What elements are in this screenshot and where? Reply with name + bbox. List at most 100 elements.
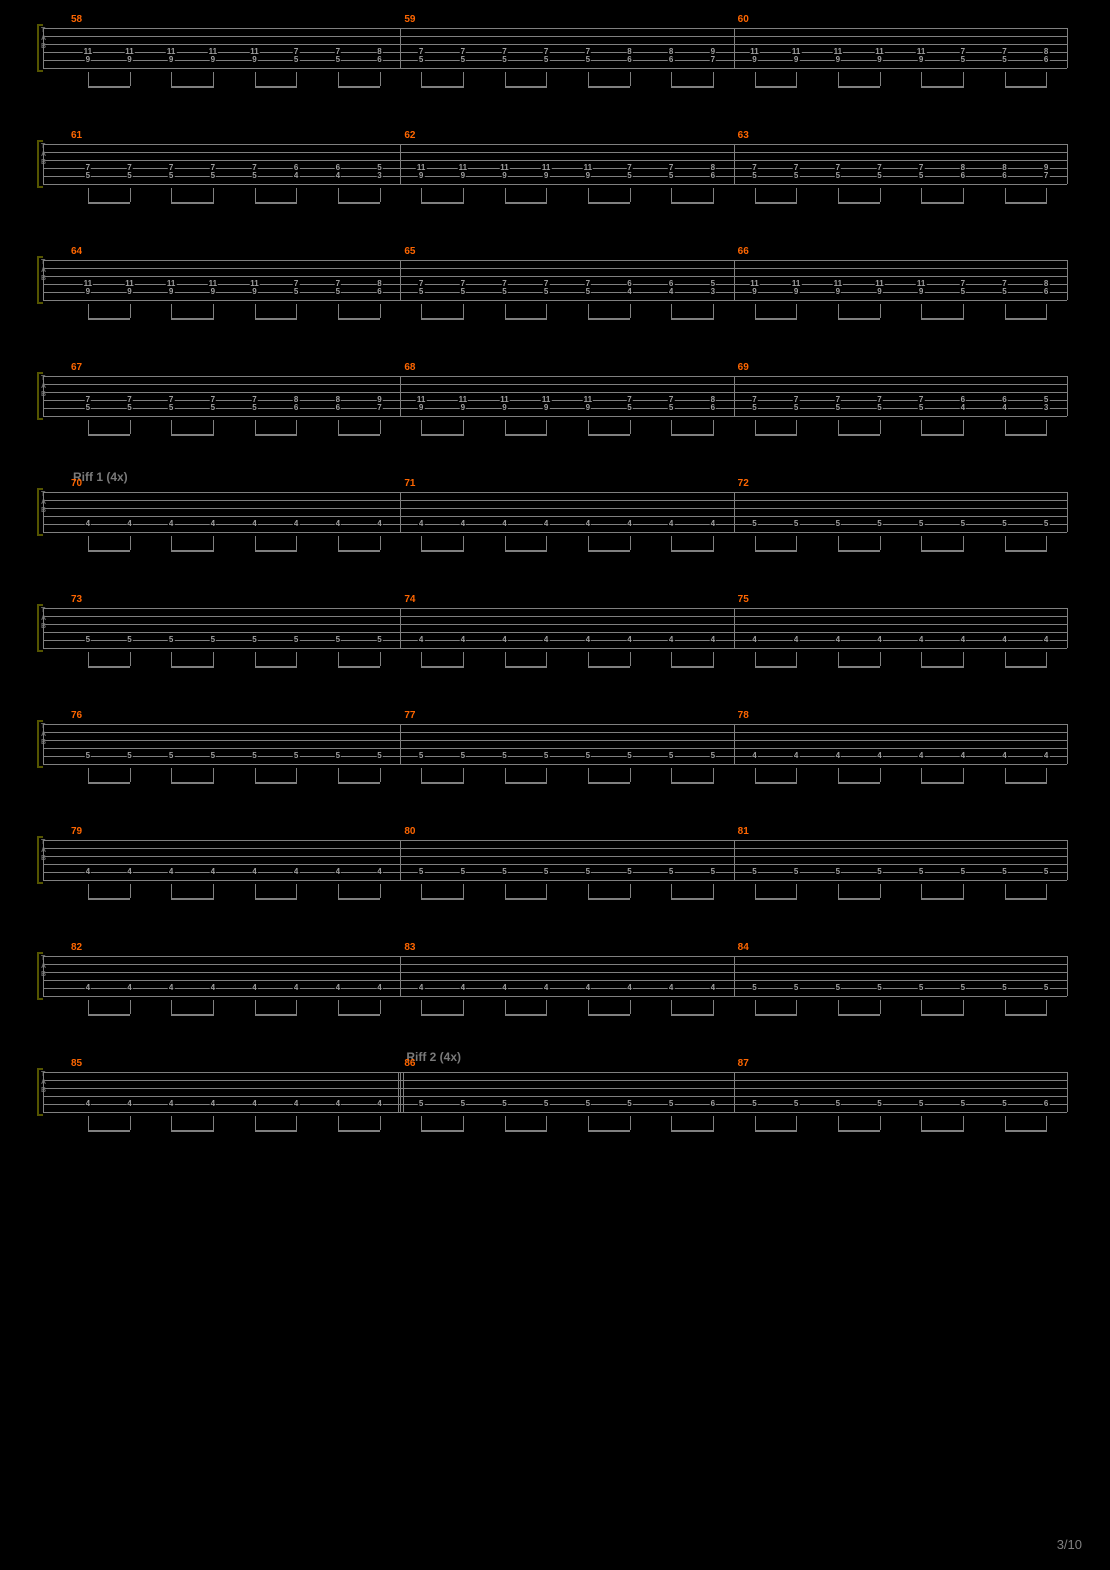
tab-fret: 5 xyxy=(793,868,799,876)
double-barline xyxy=(398,1072,404,1112)
tab-fret: 4 xyxy=(251,1100,257,1108)
tab-fret: 5 xyxy=(835,868,841,876)
tab-fret: 5 xyxy=(85,752,91,760)
tab-fret: 4 xyxy=(543,636,549,644)
tab-fret: 4 xyxy=(335,172,341,180)
tab-fret: 4 xyxy=(335,1100,341,1108)
tab-system: TAB765555555577555555557844444444 xyxy=(43,724,1067,796)
tab-staff: TAB6175757575756464536211911911911911975… xyxy=(43,144,1067,184)
tab-fret: 5 xyxy=(1043,984,1049,992)
tab-fret: 5 xyxy=(793,172,799,180)
tab-fret: 5 xyxy=(876,984,882,992)
tab-fret: 4 xyxy=(668,288,674,296)
tab-fret: 9 xyxy=(85,288,91,296)
measure-number: 68 xyxy=(404,362,415,373)
tab-fret: 4 xyxy=(626,636,632,644)
tab-fret: 9 xyxy=(168,288,174,296)
measure-number: 58 xyxy=(71,14,82,25)
tab-fret: 4 xyxy=(626,520,632,528)
tab-fret: 5 xyxy=(626,404,632,412)
tab-fret: 5 xyxy=(585,752,591,760)
tab-fret: 5 xyxy=(918,984,924,992)
tab-fret: 9 xyxy=(751,288,757,296)
beam-row xyxy=(43,1000,1067,1022)
tab-fret: 4 xyxy=(835,636,841,644)
tab-fret: 9 xyxy=(85,56,91,64)
tab-fret: 5 xyxy=(668,172,674,180)
tab-fret: 5 xyxy=(918,172,924,180)
tab-fret: 5 xyxy=(835,172,841,180)
tab-fret: 5 xyxy=(418,868,424,876)
tab-fret: 9 xyxy=(418,172,424,180)
tab-fret: 5 xyxy=(960,520,966,528)
beam-row xyxy=(43,1116,1067,1138)
tab-fret: 5 xyxy=(168,636,174,644)
measure-number: 75 xyxy=(738,594,749,605)
tab-fret: 6 xyxy=(376,288,382,296)
tab-fret: 4 xyxy=(751,752,757,760)
tab-staff: TAB794444444480555555558155555555 xyxy=(43,840,1067,880)
tab-fret: 5 xyxy=(126,172,132,180)
tab-fret: 5 xyxy=(460,868,466,876)
tab-fret: 4 xyxy=(1001,752,1007,760)
tab-fret: 4 xyxy=(251,868,257,876)
tab-fret: 5 xyxy=(751,520,757,528)
tab-fret: 4 xyxy=(168,1100,174,1108)
tab-fret: 5 xyxy=(1001,56,1007,64)
tab-fret: 5 xyxy=(335,752,341,760)
tab-fret: 4 xyxy=(376,1100,382,1108)
tab-staff: TAB6411911911911911975758665757575757564… xyxy=(43,260,1067,300)
tab-fret: 5 xyxy=(626,868,632,876)
tab-fret: 7 xyxy=(376,404,382,412)
tab-fret: 4 xyxy=(251,520,257,528)
tab-system: TAB6411911911911911975758665757575757564… xyxy=(43,260,1067,332)
tab-fret: 5 xyxy=(835,404,841,412)
tab-fret: 5 xyxy=(1043,868,1049,876)
tab-fret: 4 xyxy=(293,1100,299,1108)
tab-fret: 5 xyxy=(335,56,341,64)
tab-fret: 9 xyxy=(126,288,132,296)
tab-fret: 4 xyxy=(793,636,799,644)
tab-fret: 5 xyxy=(668,1100,674,1108)
tab-fret: 5 xyxy=(210,636,216,644)
tab-fret: 4 xyxy=(668,520,674,528)
tab-fret: 5 xyxy=(543,752,549,760)
beam-row xyxy=(43,884,1067,906)
tab-system: TAB6775757575758686976811911911911911975… xyxy=(43,376,1067,448)
tab-fret: 5 xyxy=(210,172,216,180)
tab-fret: 6 xyxy=(1001,172,1007,180)
tab-staff: TAB6775757575758686976811911911911911975… xyxy=(43,376,1067,416)
tab-fret: 5 xyxy=(293,56,299,64)
tab-fret: 5 xyxy=(585,868,591,876)
tab-fret: 4 xyxy=(460,520,466,528)
tab-fret: 5 xyxy=(626,1100,632,1108)
tab-fret: 5 xyxy=(543,288,549,296)
tab-fret: 6 xyxy=(626,56,632,64)
measure-number: 70 xyxy=(71,478,82,489)
tab-fret: 4 xyxy=(85,984,91,992)
tab-fret: 9 xyxy=(835,288,841,296)
beam-row xyxy=(43,420,1067,442)
tab-fret: 9 xyxy=(918,56,924,64)
tab-fret: 4 xyxy=(418,520,424,528)
tab-fret: 4 xyxy=(251,984,257,992)
tab-fret: 5 xyxy=(501,288,507,296)
measure-number: 62 xyxy=(404,130,415,141)
tab-fret: 4 xyxy=(418,984,424,992)
measure-number: 60 xyxy=(738,14,749,25)
tab-page: TAB5811911911911911975758659757575757586… xyxy=(0,0,1110,1570)
tab-fret: 5 xyxy=(251,172,257,180)
tab-fret: 5 xyxy=(251,636,257,644)
tab-fret: 4 xyxy=(960,752,966,760)
tab-fret: 4 xyxy=(710,520,716,528)
tab-fret: 9 xyxy=(585,404,591,412)
tab-fret: 4 xyxy=(835,752,841,760)
tab-fret: 9 xyxy=(168,56,174,64)
tab-fret: 4 xyxy=(1001,404,1007,412)
tab-fret: 4 xyxy=(293,520,299,528)
tab-fret: 6 xyxy=(1043,1100,1049,1108)
tab-fret: 4 xyxy=(168,984,174,992)
measure-number: 77 xyxy=(404,710,415,721)
tab-fret: 5 xyxy=(960,56,966,64)
tab-staff: TAB765555555577555555557844444444 xyxy=(43,724,1067,764)
